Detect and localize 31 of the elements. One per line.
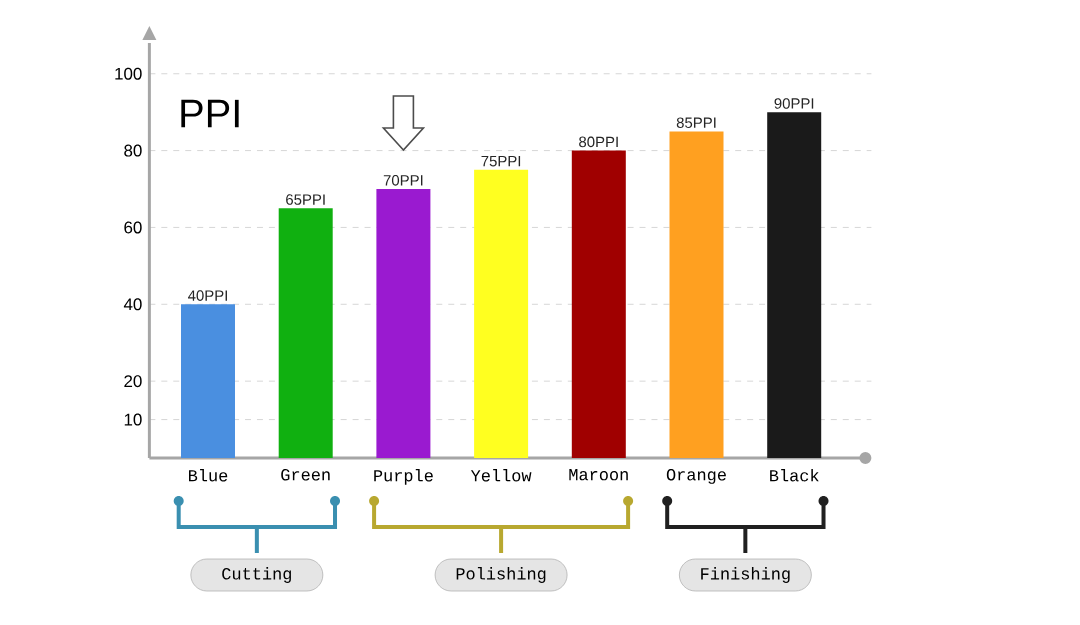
data-label: 90PPI bbox=[774, 98, 814, 109]
text: Finishing bbox=[701, 567, 790, 583]
y-tick-label: 100 bbox=[115, 67, 142, 80]
y-tick-label: 60 bbox=[124, 221, 142, 234]
bar bbox=[181, 304, 235, 458]
x-tick-label: Black bbox=[770, 469, 819, 482]
y-tick-label: 20 bbox=[124, 375, 142, 388]
x-tick-label: Green bbox=[281, 469, 330, 481]
bar bbox=[669, 131, 724, 458]
bar bbox=[278, 208, 333, 458]
bar bbox=[474, 169, 529, 458]
bar bbox=[571, 150, 626, 458]
data-label: 70PPI bbox=[383, 175, 423, 186]
data-label: 85PPI bbox=[676, 117, 716, 128]
x-tick-label: Purple bbox=[374, 469, 433, 485]
x-tick-label: Blue bbox=[189, 469, 228, 482]
text: PPI bbox=[181, 99, 239, 128]
bar bbox=[767, 112, 822, 458]
y-tick-label: 40 bbox=[123, 298, 142, 311]
x-tick-label: Maroon bbox=[569, 469, 628, 481]
y-tick-label: 80 bbox=[124, 144, 142, 157]
bar bbox=[376, 189, 431, 458]
data-label: 80PPI bbox=[579, 136, 618, 148]
data-label: 65PPI bbox=[286, 194, 325, 205]
text: Cutting bbox=[222, 567, 291, 583]
data-label: 40PPI bbox=[187, 290, 227, 301]
y-tick-label: 10 bbox=[124, 413, 142, 426]
x-tick-label: Yellow bbox=[470, 469, 532, 482]
data-label: 75PPI bbox=[481, 155, 521, 167]
x-tick-label: Orange bbox=[666, 469, 726, 484]
text: Polishing bbox=[456, 567, 546, 583]
